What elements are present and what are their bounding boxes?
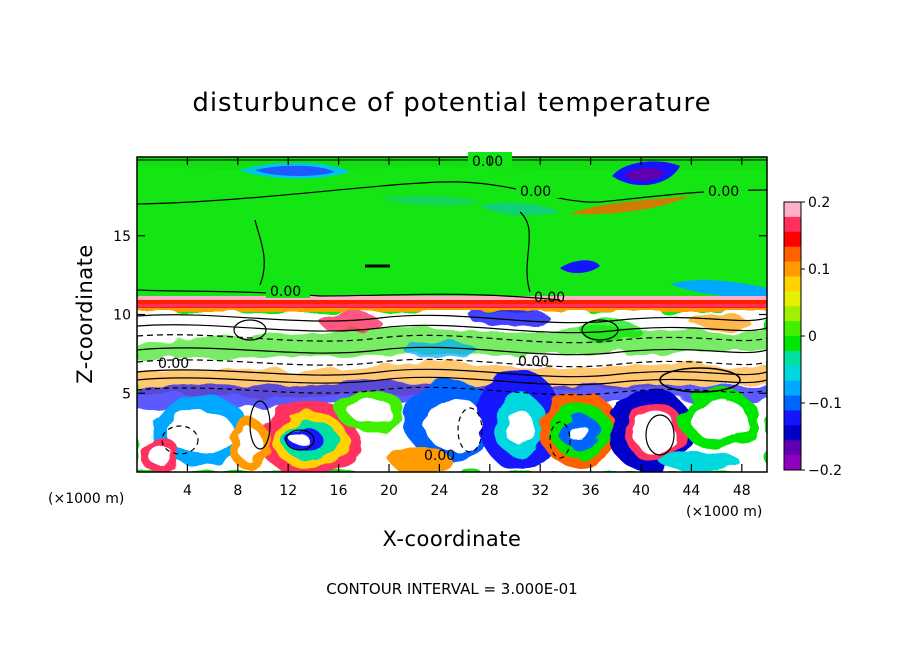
colorbar-swatch	[784, 231, 801, 248]
contour-label: 0.00	[424, 448, 455, 464]
y-tick-label: 15	[113, 229, 131, 245]
colorbar-tick-label: −0.1	[808, 396, 842, 412]
colorbar-swatch	[784, 306, 801, 322]
contour-label: 0.00	[518, 354, 549, 370]
z-unit-label: (×1000 m)	[686, 504, 762, 520]
plot-area	[137, 157, 767, 472]
colorbar-swatch	[784, 455, 801, 471]
x-tick-label: 32	[531, 483, 549, 499]
y-axis-label: Z-coordinate	[73, 244, 97, 384]
colorbar-swatch	[784, 246, 801, 263]
contour-label: 0.00	[158, 356, 189, 372]
y-tick-label: 5	[122, 386, 131, 402]
contour-labels: 0.00 0.00 0.00 0.00 0.00 0.00 0.00 0.00	[158, 152, 748, 464]
x-tick-label: 8	[233, 483, 242, 499]
x-axis-label: X-coordinate	[383, 527, 522, 551]
colorbar-swatch	[784, 276, 801, 292]
colorbar-swatch	[784, 336, 801, 352]
y-axis-ticks: 5 10 15	[113, 229, 767, 402]
colorbar-tick-label: 0.2	[808, 195, 830, 211]
colorbar-swatch	[784, 202, 801, 218]
x-axis-ticks: 4 8 12 16 20 24 28 32 36 40 44 48	[183, 157, 751, 499]
x-tick-label: 4	[183, 483, 192, 499]
contour-label: 0.00	[270, 284, 301, 300]
colorbar-swatch	[784, 216, 801, 233]
colorbar-swatch	[784, 291, 801, 307]
colorbar-swatch	[784, 425, 801, 441]
colorbar-swatch	[784, 261, 801, 277]
colorbar-swatch	[784, 395, 801, 411]
colorbar-swatch	[784, 365, 801, 382]
contour-label: 0.00	[534, 290, 565, 306]
x-tick-label: 20	[380, 483, 398, 499]
contour-label: 0.00	[520, 184, 551, 200]
x-tick-label: 12	[279, 483, 297, 499]
colorbar-tick-label: 0	[808, 329, 817, 345]
x-tick-label: 28	[481, 483, 499, 499]
x-tick-label: 16	[330, 483, 348, 499]
contour-interval: CONTOUR INTERVAL = 3.000E-01	[326, 580, 577, 598]
colorbar-swatch	[784, 350, 801, 367]
colorbar-swatch	[784, 440, 801, 456]
x-unit-label: (×1000 m)	[48, 491, 124, 507]
colorbar-swatch	[784, 410, 801, 426]
colorbar-tick-label: 0.1	[808, 262, 830, 278]
contour-label: 0.00	[472, 154, 503, 170]
x-tick-label: 48	[733, 483, 751, 499]
x-tick-label: 40	[632, 483, 650, 499]
x-tick-label: 44	[682, 483, 700, 499]
x-tick-label: 24	[430, 483, 448, 499]
x-tick-label: 36	[582, 483, 600, 499]
colorbar	[783, 201, 802, 471]
contour-label: 0.00	[708, 184, 739, 200]
colorbar-tick-label: −0.2	[808, 463, 842, 479]
chart-title: disturbunce of potential temperature	[192, 88, 711, 118]
colorbar-swatch	[784, 380, 801, 397]
colorbar-swatch	[784, 321, 801, 337]
y-tick-label: 10	[113, 308, 131, 324]
colorbar-ticks: 0.2 0.1 0 −0.1 −0.2	[801, 195, 842, 479]
